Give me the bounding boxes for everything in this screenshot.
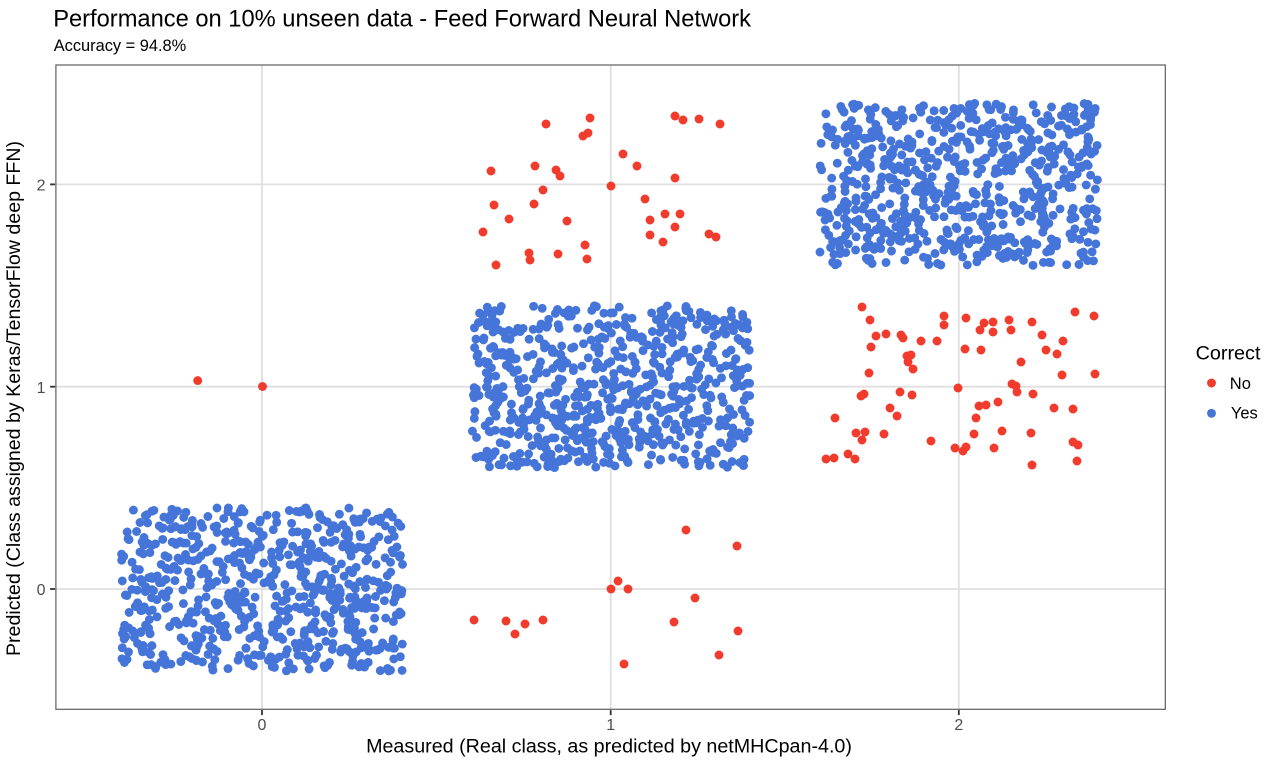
svg-text:Yes: Yes [1231,405,1258,423]
svg-text:Measured (Real class, as predi: Measured (Real class, as predicted by ne… [366,736,852,758]
svg-text:No: No [1230,375,1251,393]
svg-text:1: 1 [606,717,615,734]
svg-text:1: 1 [37,380,46,397]
svg-text:2: 2 [37,178,46,195]
svg-text:Correct: Correct [1196,343,1261,365]
svg-text:0: 0 [258,717,267,734]
svg-text:2: 2 [954,717,963,734]
svg-text:0: 0 [37,582,46,599]
svg-text:Accuracy = 94.8%: Accuracy = 94.8% [54,37,187,55]
svg-text:Predicted (Class assigned by K: Predicted (Class assigned by Keras/Tenso… [3,141,25,656]
svg-text:Performance on 10% unseen data: Performance on 10% unseen data - Feed Fo… [53,7,751,33]
